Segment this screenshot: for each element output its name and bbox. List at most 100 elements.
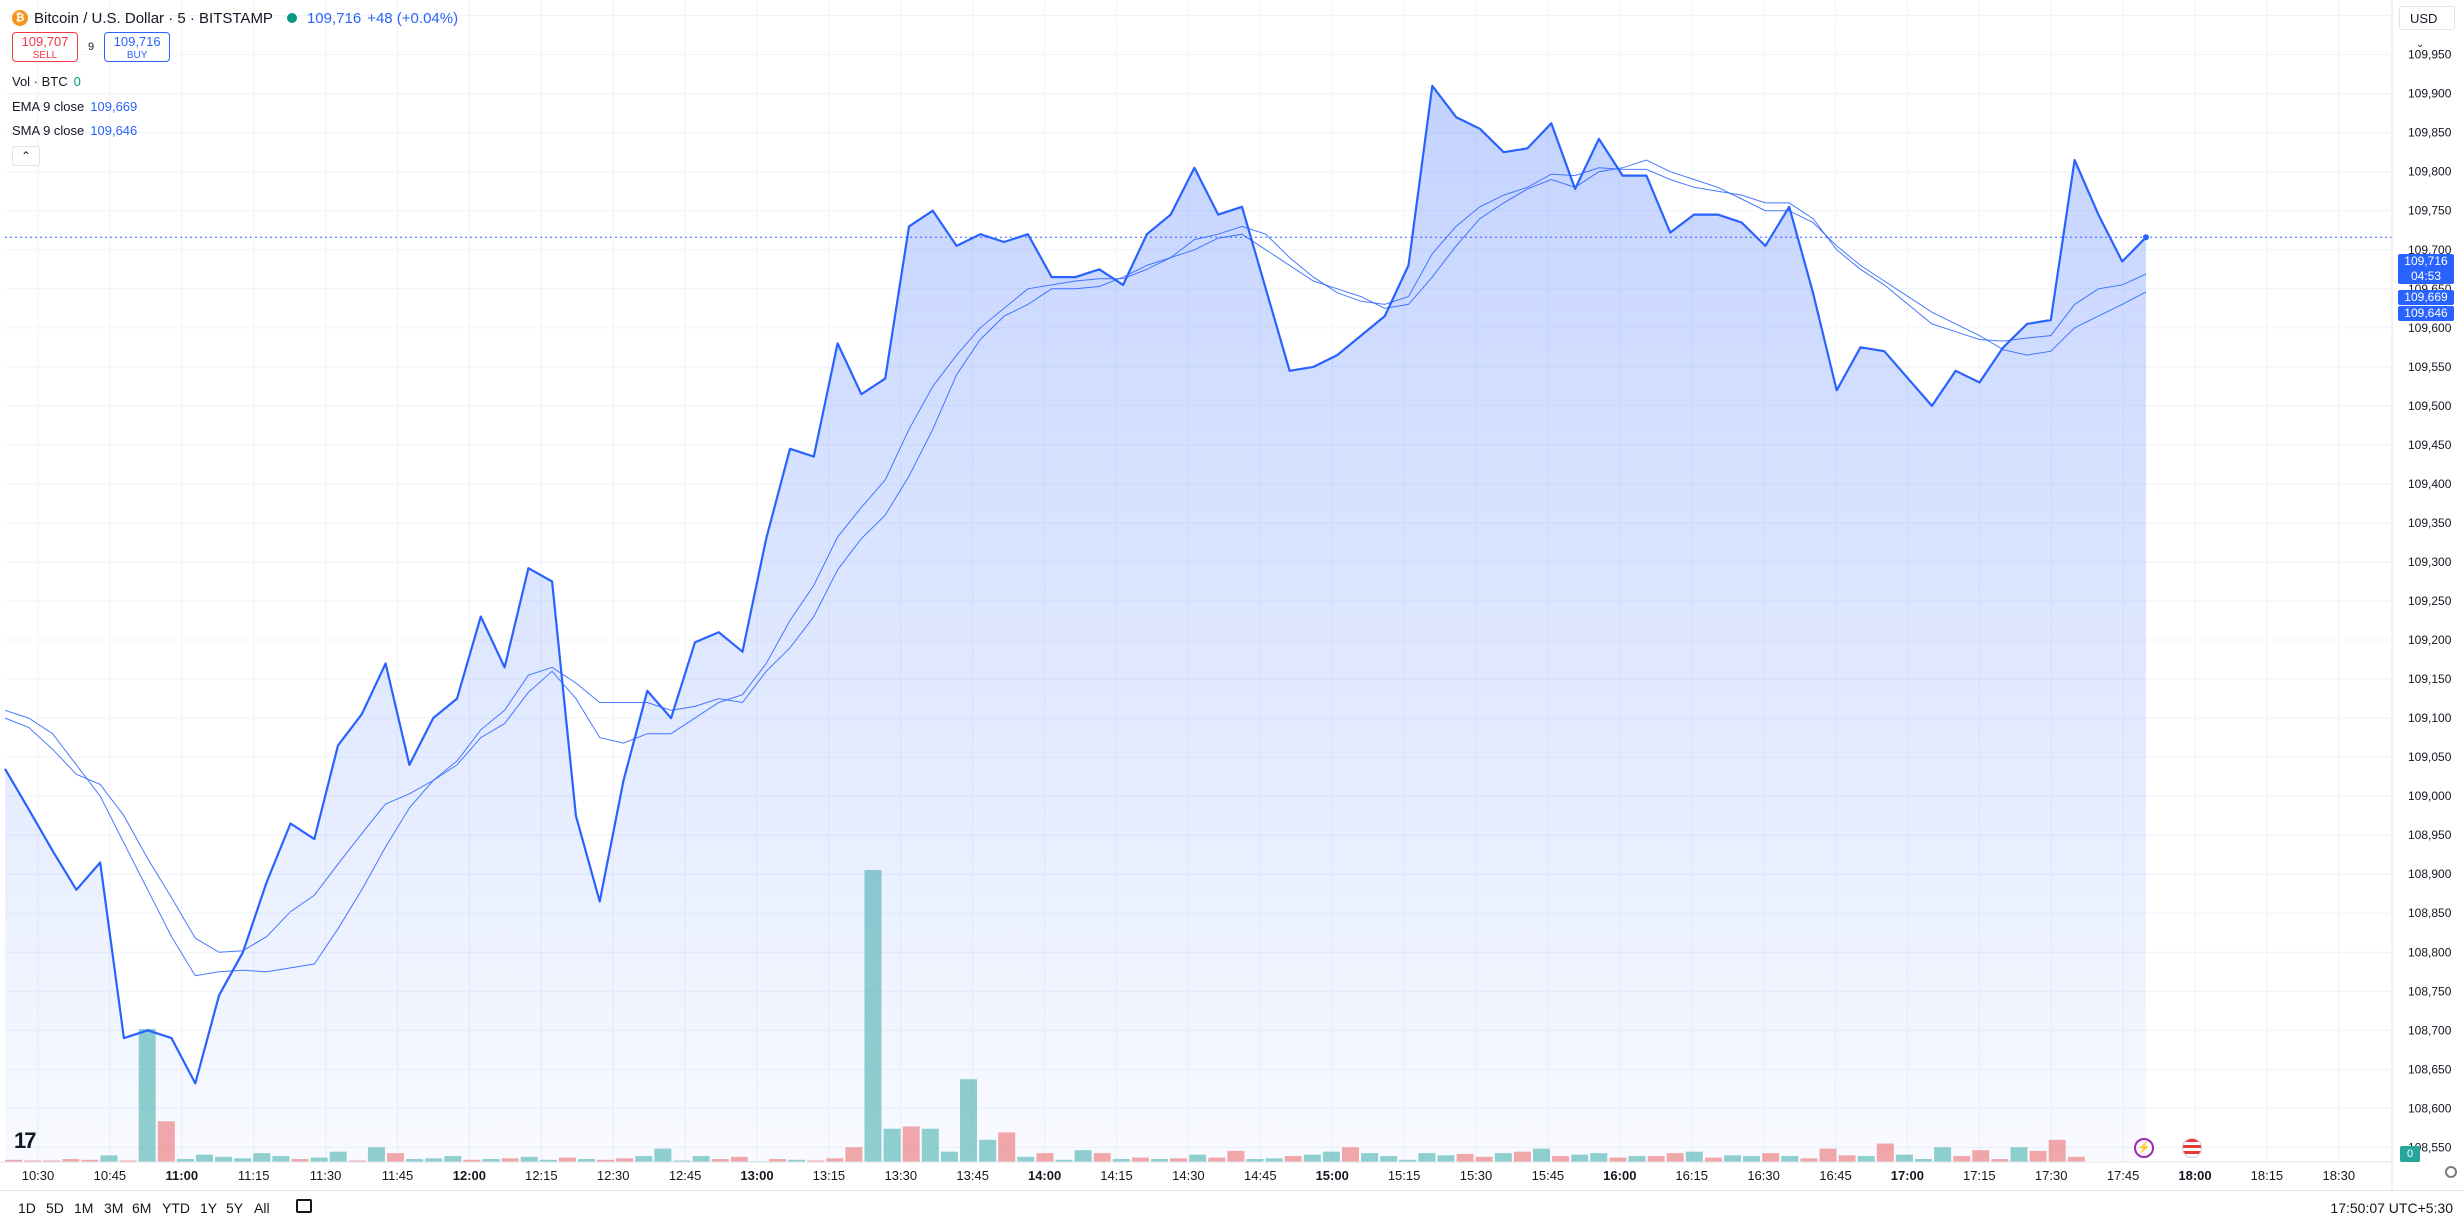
time-tick-label: 16:30 xyxy=(1747,1168,1780,1183)
ema-label: EMA 9 close xyxy=(12,99,85,114)
vol-value: 0 xyxy=(73,74,81,89)
symbol-title[interactable]: Bitcoin / U.S. Dollar · 5 · BITSTAMP xyxy=(34,9,273,27)
time-tick-label: 10:30 xyxy=(22,1168,55,1183)
currency-selector[interactable]: USD ⌄ xyxy=(2399,6,2455,50)
range-all[interactable]: All xyxy=(254,1200,270,1216)
price-area-fill xyxy=(5,85,2146,1162)
time-tick-label: 17:30 xyxy=(2035,1168,2068,1183)
time-tick-label: 17:15 xyxy=(1963,1168,1996,1183)
price-tick-label: 109,550 xyxy=(2408,360,2452,374)
time-tick-label: 13:15 xyxy=(813,1168,846,1183)
clock-timezone[interactable]: 17:50:07 UTC+5:30 xyxy=(2330,1200,2453,1216)
price-tick-label: 109,950 xyxy=(2408,48,2452,62)
price-tick-label: 109,300 xyxy=(2408,555,2452,569)
time-tick-label: 16:15 xyxy=(1675,1168,1708,1183)
price-tick-label: 109,800 xyxy=(2408,165,2452,179)
time-tick-label: 11:15 xyxy=(238,1168,270,1183)
price-tick-label: 108,800 xyxy=(2408,945,2452,959)
time-tick-label: 12:30 xyxy=(597,1168,630,1183)
sell-price: 109,707 xyxy=(21,34,69,49)
price-tick-label: 109,400 xyxy=(2408,477,2452,491)
last-price-tag: 109,716 04:53 xyxy=(2398,254,2454,284)
time-tick-label: 12:15 xyxy=(525,1168,558,1183)
time-tick-label: 16:45 xyxy=(1819,1168,1852,1183)
market-status-dot-icon xyxy=(286,13,297,23)
price-tick-label: 109,100 xyxy=(2408,711,2452,725)
time-tick-label: 14:45 xyxy=(1244,1168,1277,1183)
sell-label: SELL xyxy=(32,50,58,61)
chevron-down-icon: ⌄ xyxy=(2416,39,2425,50)
price-tick-label: 109,500 xyxy=(2408,399,2452,413)
price-chart[interactable]: 110,000109,950109,900109,850109,800109,7… xyxy=(0,0,2463,1190)
price-change: +48 (+0.04%) xyxy=(367,9,459,27)
last-price-tag-value: 109,716 xyxy=(2404,254,2448,268)
time-tick-label: 14:15 xyxy=(1100,1168,1133,1183)
time-tick-label: 11:30 xyxy=(310,1168,342,1183)
sma-label: SMA 9 close xyxy=(12,123,85,138)
price-tick-label: 109,450 xyxy=(2408,438,2452,452)
price-tick-label: 109,200 xyxy=(2408,633,2452,647)
ema-indicator-legend[interactable]: EMA 9 close 109,669 xyxy=(12,99,137,114)
range-5d[interactable]: 5D xyxy=(46,1200,64,1216)
range-ytd[interactable]: YTD xyxy=(162,1200,190,1216)
time-tick-label: 10:45 xyxy=(94,1168,127,1183)
vol-label: Vol · BTC xyxy=(12,74,68,89)
us-flag-icon[interactable] xyxy=(2182,1138,2202,1158)
bar-countdown: 04:53 xyxy=(2410,269,2442,283)
price-tick-label: 109,850 xyxy=(2408,126,2452,140)
chevron-up-icon[interactable]: ⌃ xyxy=(12,146,40,166)
price-series-line xyxy=(4,84,2147,1085)
buy-price: 109,716 xyxy=(113,34,161,49)
event-icon[interactable]: ⚡ xyxy=(2134,1138,2154,1158)
calendar-range-icon[interactable] xyxy=(296,1199,312,1213)
range-3m[interactable]: 3M xyxy=(104,1200,124,1216)
go-to-realtime-icon[interactable] xyxy=(2445,1166,2457,1178)
range-6m[interactable]: 6M xyxy=(132,1200,152,1216)
price-tick-label: 109,000 xyxy=(2408,789,2452,803)
time-tick-label: 14:00 xyxy=(1028,1168,1061,1183)
range-1y[interactable]: 1Y xyxy=(200,1200,218,1216)
price-tick-label: 109,150 xyxy=(2408,672,2452,686)
sell-button[interactable]: 109,707 SELL xyxy=(12,32,78,62)
price-tick-label: 109,900 xyxy=(2408,87,2452,101)
time-tick-label: 18:30 xyxy=(2323,1168,2356,1183)
time-tick-label: 17:45 xyxy=(2107,1168,2140,1183)
price-tick-label: 109,250 xyxy=(2408,594,2452,608)
price-tick-label: 109,600 xyxy=(2408,321,2452,335)
last-price-value: 109,716 xyxy=(306,9,362,27)
price-tick-label: 108,650 xyxy=(2408,1062,2452,1076)
price-axis-background xyxy=(2392,0,2463,1190)
price-tick-label: 109,750 xyxy=(2408,204,2452,218)
tradingview-logo[interactable]: 17 xyxy=(14,1128,37,1153)
time-tick-label: 12:45 xyxy=(669,1168,702,1183)
time-tick-label: 16:00 xyxy=(1603,1168,1636,1183)
time-tick-label: 13:00 xyxy=(740,1168,773,1183)
volume-indicator-legend[interactable]: Vol · BTC 0 xyxy=(12,74,81,89)
ema-price-tag: 109,669 xyxy=(2398,290,2454,305)
price-tick-label: 109,700 xyxy=(2408,243,2452,257)
price-axis: 110,000109,950109,900109,850109,800109,7… xyxy=(2391,0,2463,1190)
price-tick-label: 108,850 xyxy=(2408,906,2452,920)
trade-buttons: 109,707 SELL 9 109,716 BUY xyxy=(12,32,171,62)
range-1d[interactable]: 1D xyxy=(18,1200,36,1216)
price-tick-label: 109,350 xyxy=(2408,516,2452,530)
price-tick-label: 108,750 xyxy=(2408,984,2452,998)
price-area xyxy=(5,85,2392,1162)
price-tick-label: 108,950 xyxy=(2408,828,2452,842)
buy-button[interactable]: 109,716 BUY xyxy=(104,32,171,62)
time-tick-label: 11:00 xyxy=(166,1168,199,1183)
time-tick-label: 18:15 xyxy=(2251,1168,2284,1183)
buy-label: BUY xyxy=(126,50,148,61)
bottom-toolbar: 1D 5D 1M 3M 6M YTD 1Y 5Y All 17:50:07 UT… xyxy=(0,1190,2463,1223)
time-tick-label: 17:00 xyxy=(1891,1168,1924,1183)
time-tick-label: 14:30 xyxy=(1172,1168,1205,1183)
ema-line xyxy=(4,167,2147,953)
time-tick-label: 15:45 xyxy=(1532,1168,1565,1183)
sma-indicator-legend[interactable]: SMA 9 close 109,646 xyxy=(12,123,137,138)
price-tick-label: 109,050 xyxy=(2408,750,2452,764)
price-line xyxy=(4,84,2149,1085)
range-5y[interactable]: 5Y xyxy=(226,1200,244,1216)
time-tick-label: 13:45 xyxy=(956,1168,989,1183)
range-1m[interactable]: 1M xyxy=(74,1200,94,1216)
sma-price-tag: 109,646 xyxy=(2398,306,2454,321)
